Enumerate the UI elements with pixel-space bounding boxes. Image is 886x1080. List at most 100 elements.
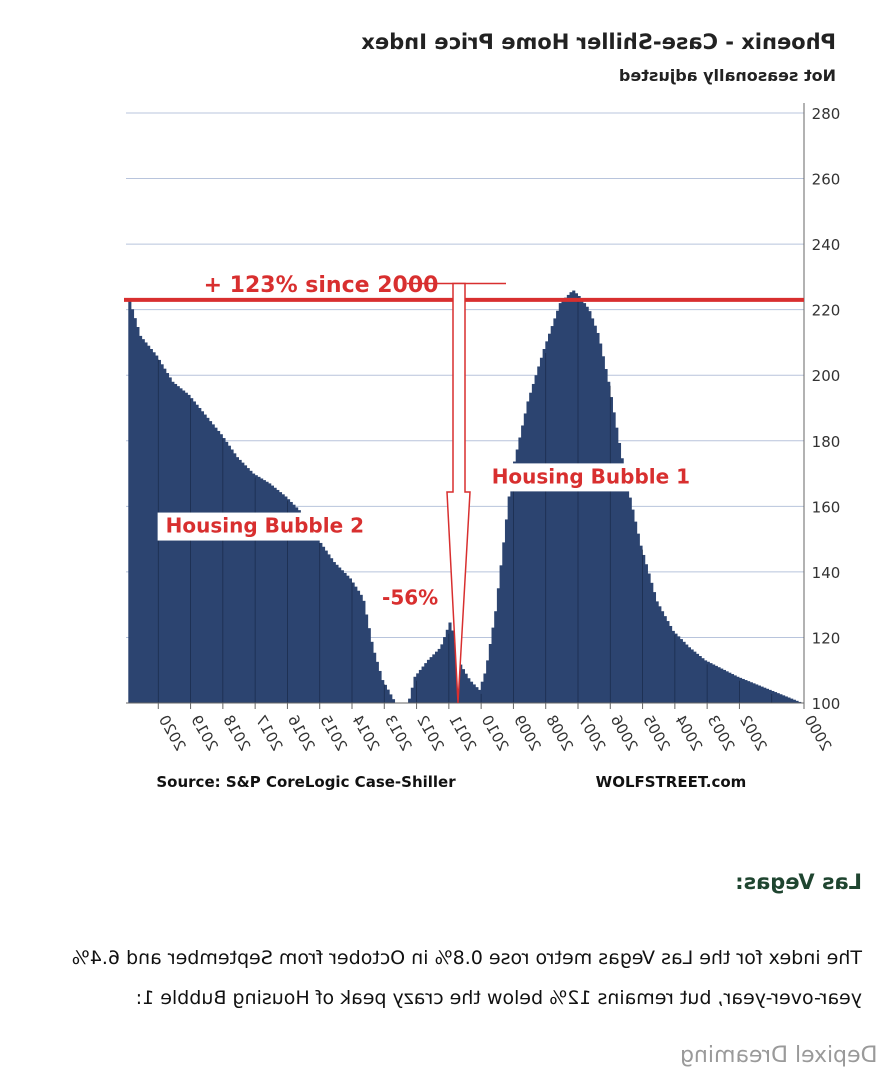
annotation-box bbox=[157, 512, 373, 541]
area-bar bbox=[658, 606, 662, 703]
area-bar bbox=[639, 545, 643, 703]
area-bar bbox=[410, 687, 414, 703]
y-tick-label: 120 bbox=[812, 629, 841, 647]
area-bar bbox=[749, 682, 753, 703]
watermark: Depixel Dreaming bbox=[680, 1043, 878, 1068]
area-bar bbox=[774, 692, 778, 703]
area-bar bbox=[225, 441, 229, 703]
area-bar bbox=[690, 649, 694, 703]
area-bar bbox=[596, 332, 600, 703]
area-bar bbox=[192, 401, 196, 703]
area-bar bbox=[270, 485, 274, 703]
area-bar bbox=[222, 438, 226, 703]
area-bar bbox=[712, 664, 716, 703]
area-bar bbox=[572, 290, 576, 703]
x-tick-label: 2019 bbox=[187, 712, 222, 754]
area-bar bbox=[717, 667, 721, 703]
area-bar bbox=[319, 542, 323, 703]
area-bar bbox=[238, 459, 242, 703]
area-bar bbox=[451, 630, 455, 703]
area-bar bbox=[709, 663, 713, 703]
area-bar bbox=[176, 386, 180, 703]
area-bar bbox=[354, 586, 358, 703]
area-bar bbox=[701, 658, 705, 703]
area-bar bbox=[593, 325, 597, 703]
x-tick-label: 2009 bbox=[510, 712, 545, 754]
area-bar bbox=[133, 318, 137, 703]
area-bar bbox=[343, 572, 347, 703]
area-bar bbox=[539, 357, 544, 703]
area-bar bbox=[276, 489, 280, 703]
x-tick-label: 2020 bbox=[155, 712, 190, 754]
area-bar bbox=[790, 698, 794, 703]
area-bar bbox=[763, 687, 767, 703]
area-bar bbox=[736, 676, 740, 703]
area-bar bbox=[303, 517, 307, 703]
area-bar bbox=[136, 327, 140, 703]
area-bar bbox=[693, 651, 697, 703]
area-bar bbox=[322, 546, 326, 703]
area-bar bbox=[300, 512, 304, 703]
area-bar bbox=[685, 644, 689, 703]
annotation-box bbox=[483, 463, 699, 492]
area-bar bbox=[149, 349, 153, 703]
area-bar bbox=[604, 369, 608, 703]
area-bar bbox=[128, 300, 132, 703]
area-bar bbox=[429, 657, 433, 703]
area-bar bbox=[518, 437, 522, 703]
area-bar bbox=[316, 539, 320, 703]
area-bar bbox=[308, 526, 312, 703]
area-bar bbox=[682, 641, 686, 703]
area-bar bbox=[233, 453, 237, 703]
area-bar bbox=[661, 611, 665, 703]
area-bar bbox=[730, 674, 735, 703]
area-bar bbox=[671, 630, 675, 703]
x-tick-label: 2015 bbox=[316, 712, 351, 754]
area-bar bbox=[209, 421, 213, 703]
area-bar bbox=[631, 509, 635, 703]
y-tick-label: 160 bbox=[812, 498, 841, 516]
area-bar bbox=[206, 417, 210, 703]
area-bar bbox=[211, 424, 215, 703]
x-tick-label: 2016 bbox=[284, 712, 319, 754]
y-tick-label: 100 bbox=[812, 695, 841, 713]
area-bar bbox=[461, 669, 465, 703]
area-bar bbox=[375, 661, 379, 703]
x-tick-label: 2004 bbox=[671, 712, 706, 754]
area-bar bbox=[491, 627, 495, 703]
area-bar bbox=[200, 411, 205, 703]
area-bar bbox=[313, 534, 318, 703]
area-bar bbox=[195, 404, 199, 703]
area-bar bbox=[440, 644, 444, 703]
area-bar bbox=[335, 564, 339, 703]
area-bar bbox=[741, 678, 745, 703]
area-bar bbox=[574, 293, 578, 703]
reference-label: + 123% since 2000 bbox=[204, 273, 439, 298]
area-bar bbox=[174, 383, 178, 703]
area-bar bbox=[227, 445, 231, 703]
area-bar bbox=[187, 394, 191, 703]
area-bar bbox=[569, 292, 573, 703]
source-credit: Source: S&P CoreLogic Case-Shiller bbox=[156, 773, 456, 791]
area-bar bbox=[634, 521, 638, 703]
area-bar bbox=[249, 470, 253, 703]
x-tick-label: 2014 bbox=[349, 712, 384, 754]
area-bar bbox=[545, 341, 549, 703]
x-tick-label: 2011 bbox=[445, 712, 480, 754]
area-bar bbox=[362, 600, 366, 703]
area-bar bbox=[779, 694, 783, 703]
y-tick-label: 280 bbox=[812, 105, 841, 123]
area-bar bbox=[677, 636, 681, 703]
area-bar bbox=[642, 554, 646, 703]
area-bar bbox=[752, 683, 756, 703]
area-bar bbox=[469, 681, 474, 703]
area-bar bbox=[448, 622, 452, 703]
area-bar bbox=[432, 654, 436, 703]
area-bar bbox=[765, 688, 770, 703]
x-tick-label: 2007 bbox=[575, 712, 610, 754]
area-bar bbox=[577, 296, 581, 703]
area-bar bbox=[601, 356, 605, 703]
area-bar bbox=[644, 564, 648, 703]
area-bar bbox=[467, 678, 471, 703]
site-credit: WOLFSTREET.com bbox=[596, 773, 747, 791]
